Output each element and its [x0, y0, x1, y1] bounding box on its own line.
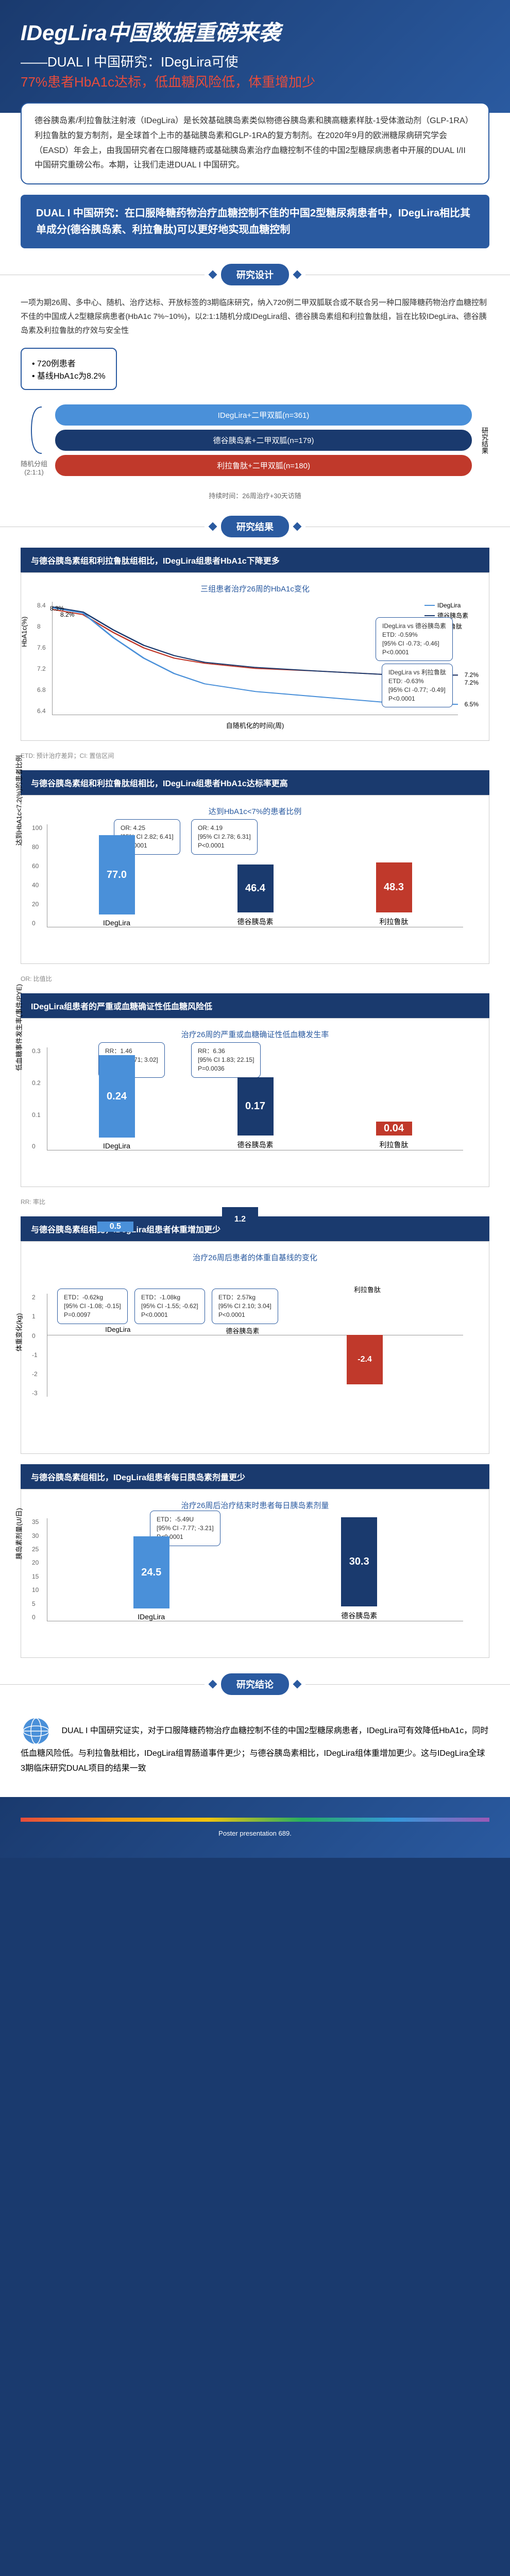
bar: 0.04利拉鲁肽: [373, 1122, 415, 1150]
footer: Poster presentation 689.: [0, 1797, 510, 1858]
color-bar: [21, 1818, 489, 1822]
bar: 77.0IDegLira: [96, 835, 138, 927]
bar: 0.24IDegLira: [96, 1055, 138, 1150]
bar: 30.3德谷胰岛素: [338, 1517, 380, 1621]
design-diagram: • 720例患者 • 基线HbA1c为8.2% 随机分组 (2:1:1) IDe…: [21, 348, 489, 500]
stat-box: IDegLira vs 利拉鲁肽 ETD: -0.63% [95% CI -0.…: [382, 664, 453, 707]
conclusion: DUAL I 中国研究证实，对于口服降糖药物治疗血糖控制不佳的中国2型糖尿病患者…: [0, 1705, 510, 1797]
patient-box: • 720例患者 • 基线HbA1c为8.2%: [21, 348, 117, 390]
result1-chart: 三组患者治疗26周的HbA1c变化 IDegLira 德谷胰岛素 利拉鲁肽 Hb…: [21, 572, 489, 741]
bar: 24.5IDegLira: [131, 1536, 172, 1621]
bracket-icon: [24, 404, 44, 456]
result2-header: 与德谷胰岛素组和利拉鲁肽组相比，IDegLira组患者HbA1c达标率更高: [21, 770, 489, 795]
result5-chart: 治疗26周后治疗结束时患者每日胰岛素剂量 胰岛素剂量(U/日) ETD：-5.4…: [21, 1489, 489, 1658]
design-text: 一项为期26周、多中心、随机、治疗达标、开放标签的3期临床研究，纳入720例二甲…: [0, 296, 510, 337]
arm-degludec: 德谷胰岛素+二甲双胍(n=179): [55, 430, 472, 451]
intro-text: 德谷胰岛素/利拉鲁肽注射液（IDegLira）是长效基础胰岛素类似物德谷胰岛素和…: [35, 114, 475, 173]
bar: 46.4德谷胰岛素: [235, 865, 276, 927]
main-title: IDegLira中国数据重磅来袭: [21, 15, 489, 47]
page-container: IDegLira中国数据重磅来袭 ——DUAL I 中国研究：IDegLira可…: [0, 0, 510, 1858]
section-conclusion-title: 研究结论: [0, 1673, 510, 1695]
result1-header: 与德谷胰岛素组和利拉鲁肽组相比，IDegLira组患者HbA1c下降更多: [21, 548, 489, 572]
subtitle: ——DUAL I 中国研究：IDegLira可使 77%患者HbA1c达标，低血…: [21, 52, 489, 92]
globe-icon: [21, 1716, 52, 1747]
result4-chart: 治疗26周后患者的体重自基线的变化 体重变化(kg) ETD：2.57kg [9…: [21, 1241, 489, 1454]
result5-header: 与德谷胰岛素组相比，IDegLira组患者每日胰岛素剂量更少: [21, 1464, 489, 1489]
header: IDegLira中国数据重磅来袭 ——DUAL I 中国研究：IDegLira可…: [0, 0, 510, 113]
study-banner: DUAL I 中国研究：在口服降糖药物治疗血糖控制不佳的中国2型糖尿病患者中，I…: [21, 195, 489, 248]
section-results-title: 研究结果: [0, 516, 510, 537]
result2-chart: 达到HbA1c<7%的患者比例 达到HbA1c<7.2(%)的患者比例 OR: …: [21, 795, 489, 964]
arm-ideglira: IDegLira+二甲双胍(n=361): [55, 404, 472, 426]
arm-liraglutide: 利拉鲁肽+二甲双胍(n=180): [55, 455, 472, 476]
bar: 48.3利拉鲁肽: [373, 862, 415, 927]
result3-chart: 治疗26周的严重或血糖确证性低血糖发生率 低血糖事件发生率(事件/PYE) RR…: [21, 1018, 489, 1187]
result3-header: IDegLira组患者的严重或血糖确证性低血糖风险低: [21, 993, 489, 1018]
section-design-title: 研究设计: [0, 264, 510, 285]
bar: 0.17德谷胰岛素: [235, 1077, 276, 1150]
intro-box: 德谷胰岛素/利拉鲁肽注射液（IDegLira）是长效基础胰岛素类似物德谷胰岛素和…: [21, 103, 489, 184]
stat-box: IDegLira vs 德谷胰岛素 ETD: -0.59% [95% CI -0…: [376, 617, 453, 661]
